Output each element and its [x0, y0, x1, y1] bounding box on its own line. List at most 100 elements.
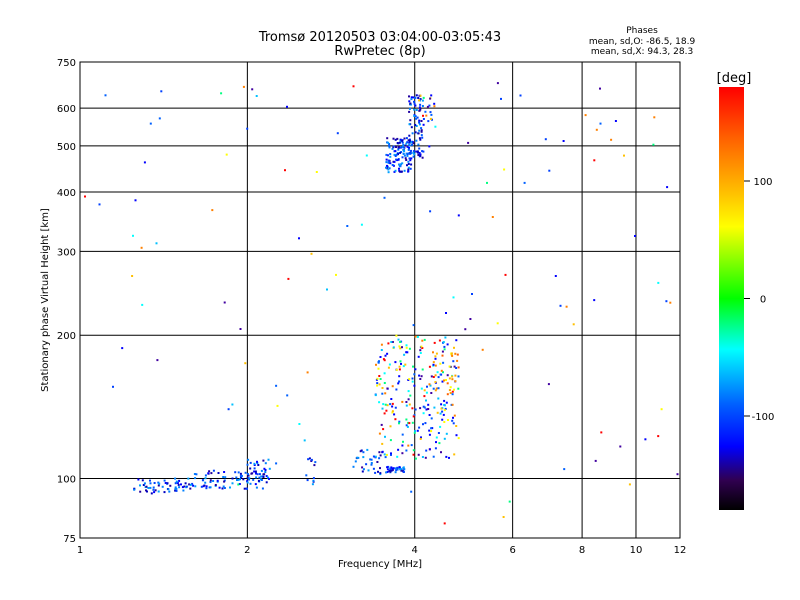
data-point: [676, 473, 679, 476]
data-point: [366, 448, 369, 451]
data-point: [407, 152, 410, 155]
data-point: [428, 365, 431, 368]
data-point: [383, 382, 386, 384]
data-point: [133, 488, 136, 491]
data-point: [450, 352, 453, 355]
data-point: [449, 392, 452, 394]
data-point: [405, 401, 408, 403]
data-point: [437, 376, 440, 379]
data-point: [393, 160, 396, 163]
data-point: [423, 338, 426, 341]
data-point: [427, 403, 430, 406]
data-point: [418, 374, 421, 377]
data-point: [405, 424, 408, 427]
data-point: [408, 378, 411, 381]
data-point: [657, 435, 660, 438]
data-point: [445, 432, 448, 435]
data-point: [439, 373, 442, 376]
data-point: [386, 387, 389, 390]
data-point: [209, 479, 212, 482]
data-point: [387, 465, 390, 468]
data-point: [416, 151, 419, 154]
data-point: [423, 389, 426, 392]
data-point: [411, 143, 413, 146]
data-point: [416, 116, 419, 119]
data-point: [428, 145, 431, 148]
data-point: [397, 382, 400, 385]
data-point: [169, 484, 172, 487]
data-point: [401, 162, 404, 165]
data-point: [420, 375, 423, 378]
data-point: [403, 154, 406, 157]
data-point: [424, 422, 427, 425]
data-point: [386, 468, 389, 471]
data-point: [395, 158, 398, 161]
data-point: [417, 97, 420, 99]
phases-heading: Phases: [626, 26, 658, 36]
data-point: [428, 104, 431, 107]
data-point: [398, 365, 401, 368]
data-point: [407, 170, 410, 173]
data-point: [212, 480, 215, 482]
data-point: [257, 479, 260, 482]
data-point: [155, 242, 158, 245]
data-point: [436, 411, 439, 414]
data-point: [428, 383, 431, 386]
data-point: [254, 470, 257, 473]
data-point: [401, 139, 404, 142]
y-tick-label: 500: [57, 142, 76, 153]
data-point: [158, 117, 161, 120]
data-point: [360, 449, 363, 452]
data-point: [182, 489, 185, 492]
data-point: [305, 474, 308, 477]
data-point: [547, 383, 550, 386]
data-point: [221, 487, 224, 490]
data-point: [412, 449, 415, 452]
data-point: [354, 460, 357, 463]
data-point: [435, 352, 438, 355]
data-point: [666, 186, 669, 189]
data-point: [421, 105, 424, 107]
data-point: [268, 477, 270, 480]
data-point: [308, 457, 311, 460]
data-point: [455, 339, 458, 342]
data-point: [380, 423, 383, 426]
x-tick-label: 4: [412, 545, 418, 556]
data-point: [166, 482, 169, 485]
data-point: [457, 366, 460, 369]
data-point: [143, 482, 146, 485]
data-point: [428, 414, 431, 416]
data-point: [412, 151, 415, 154]
data-point: [98, 203, 101, 206]
data-point: [443, 409, 446, 412]
data-point: [223, 301, 226, 304]
data-point: [256, 462, 259, 465]
data-point: [584, 114, 587, 117]
data-point: [210, 472, 213, 475]
data-point: [389, 155, 392, 158]
data-point: [425, 449, 428, 452]
data-point: [234, 471, 237, 474]
data-point: [419, 94, 422, 97]
data-point: [634, 235, 636, 237]
data-point: [434, 374, 437, 377]
colorbar-tick-label: -100: [752, 412, 775, 423]
data-point: [263, 467, 266, 470]
data-point: [386, 167, 389, 170]
data-point: [239, 328, 242, 330]
data-point: [189, 487, 192, 490]
data-point: [451, 354, 454, 357]
data-point: [401, 433, 404, 436]
data-point: [418, 137, 421, 140]
data-point: [394, 467, 397, 470]
data-point: [139, 490, 142, 493]
data-point: [313, 464, 316, 467]
data-point: [394, 406, 397, 409]
data-point: [405, 346, 408, 349]
data-point: [413, 373, 416, 376]
data-point: [246, 481, 249, 484]
data-point: [391, 341, 394, 343]
data-point: [428, 433, 431, 436]
data-point: [246, 487, 248, 490]
